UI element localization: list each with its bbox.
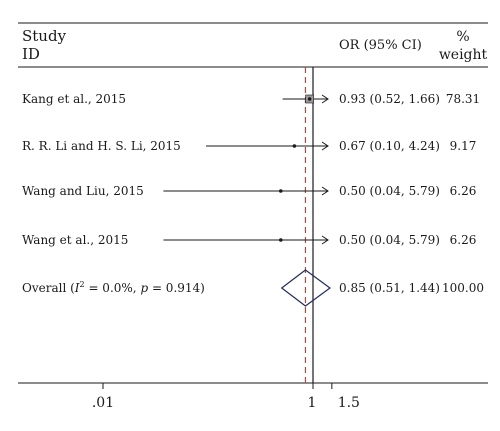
study-row: Wang and Liu, 2015 0.50 (0.04, 5.79) 6.2… <box>22 184 476 198</box>
overall-label: Overall (I2 = 0.0%, p = 0.914) <box>22 280 205 295</box>
or-ci-header: OR (95% CI) <box>339 38 422 53</box>
ci-text: 0.50 (0.04, 5.79) <box>339 184 440 198</box>
ci-arrow-icon <box>321 235 329 245</box>
weight-text: 6.26 <box>450 233 477 247</box>
x-tick-label: .01 <box>92 395 114 411</box>
ci-text: 0.93 (0.52, 1.66) <box>339 92 440 106</box>
study-label: Wang et al., 2015 <box>22 233 128 247</box>
point-estimate <box>292 144 297 148</box>
study-header-line2: ID <box>22 45 40 63</box>
overall-diamond <box>280 269 331 307</box>
weight-text: 78.31 <box>446 92 480 106</box>
x-axis-ticks: .01 1 1.5 <box>92 383 360 411</box>
point-estimate <box>278 238 283 242</box>
weight-text: 6.26 <box>450 184 477 198</box>
ci-text: 0.50 (0.04, 5.79) <box>339 233 440 247</box>
study-row: R. R. Li and H. S. Li, 2015 0.67 (0.10, … <box>22 139 476 153</box>
study-label: Wang and Liu, 2015 <box>22 184 144 198</box>
x-tick-label: 1.5 <box>338 395 360 411</box>
ci-arrow-icon <box>321 186 329 196</box>
ci-arrow-icon <box>321 94 329 104</box>
study-row: Kang et al., 2015 0.93 (0.52, 1.66) 78.3… <box>22 92 480 106</box>
weight-text: 9.17 <box>450 139 477 153</box>
study-header-line1: Study <box>22 27 67 45</box>
weight-header-line1: % <box>456 29 469 45</box>
overall-row: Overall (I2 = 0.0%, p = 0.914) 0.85 (0.5… <box>22 269 484 307</box>
weight-header-line2: weight <box>439 47 488 63</box>
study-label: Kang et al., 2015 <box>22 92 126 106</box>
overall-weight-text: 100.00 <box>442 281 484 295</box>
overall-ci-text: 0.85 (0.51, 1.44) <box>339 281 440 295</box>
point-estimate <box>307 97 312 101</box>
study-label: R. R. Li and H. S. Li, 2015 <box>22 139 181 153</box>
ci-text: 0.67 (0.10, 4.24) <box>339 139 440 153</box>
ci-arrow-icon <box>321 141 329 151</box>
point-estimate <box>278 189 283 193</box>
study-row: Wang et al., 2015 0.50 (0.04, 5.79) 6.26 <box>22 233 476 247</box>
x-tick-label: 1 <box>308 395 317 411</box>
